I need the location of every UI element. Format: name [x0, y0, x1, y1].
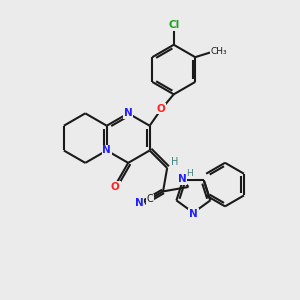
- Text: N: N: [124, 108, 133, 118]
- Text: H: H: [171, 157, 179, 167]
- Text: N: N: [189, 209, 198, 219]
- Text: N: N: [178, 175, 186, 184]
- Text: CH₃: CH₃: [211, 47, 227, 56]
- Text: N: N: [135, 198, 144, 208]
- Text: O: O: [157, 103, 165, 113]
- Text: Cl: Cl: [168, 20, 179, 30]
- Text: C: C: [147, 194, 154, 204]
- Text: N: N: [102, 146, 111, 155]
- Text: H: H: [186, 169, 193, 178]
- Text: O: O: [111, 182, 120, 192]
